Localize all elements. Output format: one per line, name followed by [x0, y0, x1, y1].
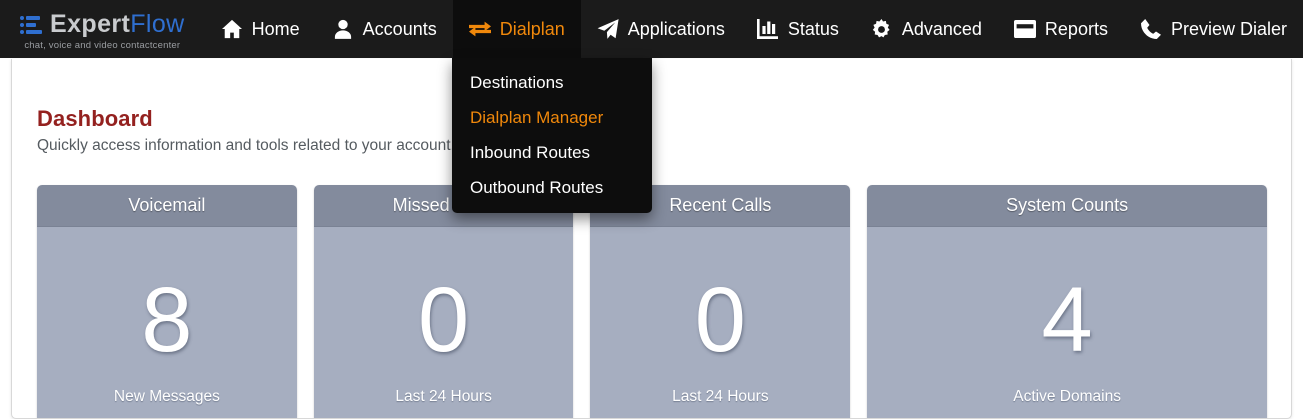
bar-chart-icon: [757, 18, 779, 40]
card-body: 8 New Messages: [37, 227, 297, 418]
user-icon: [332, 18, 354, 40]
card-value: 8: [141, 268, 193, 371]
nav-item-accounts[interactable]: Accounts: [316, 0, 453, 58]
paper-plane-icon: [597, 18, 619, 40]
card-caption: Last 24 Hours: [395, 388, 492, 405]
home-icon: [221, 18, 243, 40]
card-body: 0 Last 24 Hours: [313, 227, 574, 418]
dialplan-dropdown-menu: Destinations Dialplan Manager Inbound Ro…: [452, 58, 652, 213]
dashboard-card-system-counts[interactable]: System Counts 4 Active Domains: [867, 185, 1268, 418]
card-caption: Last 24 Hours: [672, 388, 769, 405]
dashboard-card-missed-calls[interactable]: Missed Calls 0 Last 24 Hours: [313, 185, 574, 418]
card-caption: New Messages: [113, 388, 220, 405]
card-title: System Counts: [867, 185, 1268, 227]
nav-item-dialplan[interactable]: Dialplan: [452, 0, 581, 58]
dashboard-card-voicemail[interactable]: Voicemail 8 New Messages: [37, 185, 297, 418]
brand-row: Expert Flow: [20, 10, 185, 39]
list-bars-icon: [20, 15, 46, 35]
page-subtitle: Quickly access information and tools rel…: [37, 137, 455, 154]
nav-item-advanced[interactable]: Advanced: [855, 0, 998, 58]
top-navbar: Expert Flow chat, voice and video contac…: [0, 0, 1303, 58]
exchange-icon: [468, 18, 491, 40]
window-icon: [1013, 18, 1036, 40]
card-value: 0: [418, 268, 470, 371]
dashboard-card-recent-calls[interactable]: Recent Calls 0 Last 24 Hours: [590, 185, 851, 418]
brand-logo[interactable]: Expert Flow chat, voice and video contac…: [0, 0, 205, 58]
brand-tagline: chat, voice and video contactcenter: [24, 39, 181, 51]
nav-item-advanced-label: Advanced: [901, 18, 982, 39]
gear-icon: [871, 18, 893, 40]
card-body: 4 Active Domains: [867, 227, 1268, 418]
nav-item-preview-dialer-label: Preview Dialer: [1170, 18, 1287, 39]
dropdown-item-dialplan-manager[interactable]: Dialplan Manager: [470, 108, 604, 127]
brand-name-light: Flow: [130, 10, 185, 38]
nav-item-applications-label: Applications: [627, 18, 725, 39]
nav-item-accounts-label: Accounts: [362, 18, 437, 39]
phone-icon: [1140, 18, 1162, 40]
nav-item-home-label: Home: [251, 18, 300, 39]
dropdown-item-outbound-routes[interactable]: Outbound Routes: [470, 178, 604, 197]
nav-item-preview-dialer[interactable]: Preview Dialer: [1124, 0, 1303, 58]
card-title: Voicemail: [37, 185, 297, 227]
nav-item-dialplan-label: Dialplan: [499, 18, 565, 39]
nav-item-reports[interactable]: Reports: [998, 0, 1124, 58]
nav-item-applications[interactable]: Applications: [581, 0, 741, 58]
card-value: 0: [694, 268, 746, 371]
dropdown-item-destinations[interactable]: Destinations: [470, 73, 564, 92]
dashboard-card-row: Voicemail 8 New Messages Missed Calls 0 …: [37, 185, 1268, 418]
nav-item-status[interactable]: Status: [741, 0, 855, 58]
brand-name-bold: Expert: [50, 10, 131, 38]
nav-item-list: Home Accounts Dialplan Applications Stat: [205, 0, 1303, 58]
nav-item-home[interactable]: Home: [205, 0, 316, 58]
dropdown-item-inbound-routes[interactable]: Inbound Routes: [470, 143, 591, 162]
card-caption: Active Domains: [1013, 388, 1121, 405]
card-value: 4: [1041, 268, 1093, 371]
nav-item-status-label: Status: [787, 18, 839, 39]
page-title: Dashboard: [37, 106, 153, 131]
card-body: 0 Last 24 Hours: [590, 227, 851, 418]
nav-item-reports-label: Reports: [1044, 18, 1108, 39]
